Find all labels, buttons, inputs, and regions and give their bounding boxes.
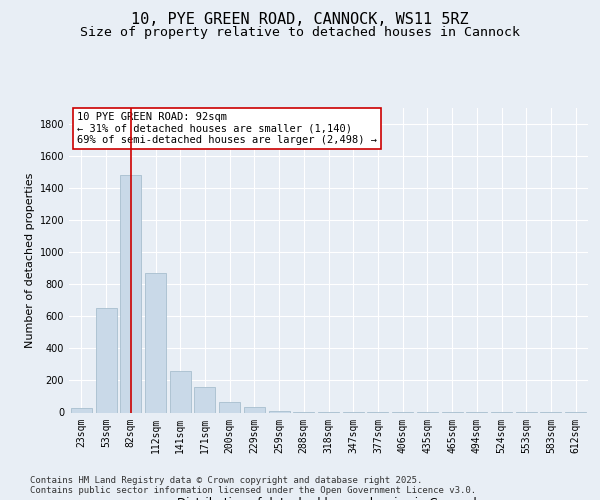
Bar (244, 407, 265, 412)
Bar (145, 273, 166, 412)
Bar (269, 411, 290, 412)
Text: 10 PYE GREEN ROAD: 92sqm
← 31% of detached houses are smaller (1,140)
69% of sem: 10 PYE GREEN ROAD: 92sqm ← 31% of detach… (77, 112, 377, 146)
X-axis label: Distribution of detached houses by size in Cannock: Distribution of detached houses by size … (177, 497, 480, 500)
Text: Size of property relative to detached houses in Cannock: Size of property relative to detached ho… (80, 26, 520, 39)
Bar (95, 308, 116, 412)
Y-axis label: Number of detached properties: Number of detached properties (25, 172, 35, 348)
Text: Contains public sector information licensed under the Open Government Licence v3: Contains public sector information licen… (30, 486, 476, 495)
Text: Contains HM Land Registry data © Crown copyright and database right 2025.: Contains HM Land Registry data © Crown c… (30, 476, 422, 485)
Bar (194, 387, 215, 412)
Bar (71, 408, 92, 412)
Bar (219, 402, 240, 412)
Bar (170, 371, 191, 412)
Text: 10, PYE GREEN ROAD, CANNOCK, WS11 5RZ: 10, PYE GREEN ROAD, CANNOCK, WS11 5RZ (131, 12, 469, 28)
Bar (120, 175, 141, 412)
